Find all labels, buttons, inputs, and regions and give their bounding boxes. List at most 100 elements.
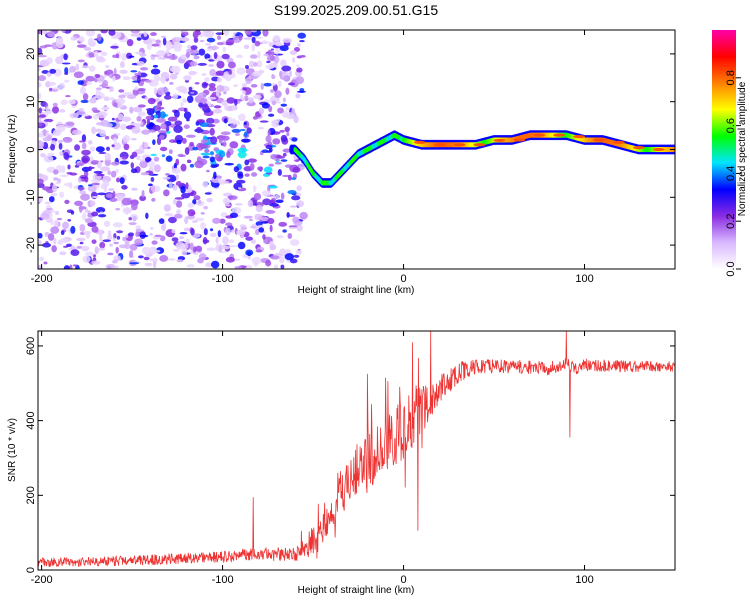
spectrogram-cell	[47, 233, 55, 241]
spectrogram-cell	[63, 182, 73, 187]
spectrogram-cell	[258, 107, 265, 115]
spectrogram-cell	[72, 129, 82, 135]
spectrogram-cell	[184, 147, 190, 155]
spectrogram-cell	[197, 92, 207, 99]
spectrogram-cell	[175, 200, 183, 208]
spectrogram-cell	[274, 90, 282, 98]
spectrogram-cell	[299, 211, 308, 220]
spectrogram-cell	[195, 121, 200, 126]
spectrogram-cell	[136, 75, 141, 84]
spectrogram-cell	[123, 208, 134, 212]
spectrogram-cell	[220, 131, 231, 136]
spectrogram-cell	[280, 103, 288, 107]
spectrogram-cell	[288, 82, 295, 86]
spectrogram-cell	[161, 154, 166, 158]
spectrogram-cell	[249, 54, 258, 59]
spectrogram-ridge-peak	[533, 133, 546, 137]
figure-title: S199.2025.209.00.51.G15	[274, 2, 438, 18]
spectrogram-cell	[206, 96, 217, 100]
spectrogram-cell	[38, 122, 43, 127]
colorbar-gradient	[712, 30, 736, 269]
spectrogram-cell	[141, 129, 151, 135]
snr-y-tick-label: 600	[25, 337, 37, 355]
spectrogram-cell	[250, 84, 258, 88]
spectrogram-cell	[202, 30, 211, 34]
spectrogram-cell	[192, 246, 197, 253]
spectrogram-cell	[274, 158, 280, 162]
spectrogram-cell	[285, 106, 290, 111]
spectrogram-cell	[233, 32, 237, 35]
spectrogram-cell	[38, 67, 41, 72]
spectrogram-cell	[86, 166, 95, 170]
spectrogram-cell	[52, 102, 58, 107]
spectrogram-cell	[193, 195, 201, 201]
spectrogram-cell	[50, 192, 58, 197]
spectrogram-cell	[218, 136, 223, 144]
spectrogram-cell	[160, 87, 169, 93]
spectrogram-cell	[224, 162, 234, 166]
spectrogram-cell	[209, 156, 215, 163]
spectrogram-cell	[228, 245, 238, 248]
spectrogram-cell	[190, 45, 198, 50]
spectrogram-cell	[181, 137, 187, 144]
spectrogram-cell	[245, 68, 255, 75]
spectrogram-cell	[260, 82, 264, 90]
spectrogram-cell	[189, 242, 194, 251]
spectrogram-cell	[286, 211, 290, 218]
spectrogram-cell	[238, 187, 242, 190]
spectrogram-cell	[163, 204, 171, 212]
spectrogram-ridge-peak	[592, 138, 605, 142]
snr-frame	[37, 330, 676, 571]
spectrogram-cell	[91, 182, 101, 186]
spectrogram-cell	[77, 187, 85, 191]
spectrogram-ridge-peak	[493, 138, 506, 143]
spectrogram-cell	[218, 179, 227, 185]
spectrogram-cell	[275, 199, 284, 203]
spectrogram-cell	[299, 54, 306, 58]
spectrogram-cell	[100, 30, 108, 34]
spectrogram-cell	[290, 177, 297, 181]
spectrogram-cell	[202, 239, 210, 244]
spectrogram-cell	[152, 64, 158, 68]
spectrogram-cell	[111, 144, 115, 148]
spectrogram-cell	[61, 62, 71, 65]
spectrogram-cell	[159, 146, 168, 152]
spectrogram-cell	[70, 225, 76, 234]
spectrogram-cell	[165, 155, 173, 162]
spectrogram-cell	[200, 152, 211, 156]
spectrogram-cell	[64, 95, 71, 98]
spectrogram-cell	[285, 72, 289, 75]
spectrogram-cell	[88, 140, 93, 145]
spectrogram-cell	[204, 192, 212, 195]
spectrogram-cell	[215, 32, 225, 35]
spectrogram-cell	[43, 155, 54, 163]
spectrogram-cell	[109, 197, 118, 202]
spectrogram-cell	[282, 38, 293, 43]
spectrogram-cell	[216, 35, 222, 41]
snr-y-tick-label: 200	[25, 486, 37, 504]
spectrogram-cell	[119, 123, 127, 131]
spectrogram-cell	[119, 177, 125, 185]
spectrogram-cell	[95, 113, 100, 117]
spectrogram-cell	[168, 139, 177, 143]
spectrogram-cell	[221, 245, 231, 250]
colorbar: 0.0 0.2 0.4 0.6 0.8 Normalized spectral ampl…	[712, 30, 748, 277]
spectrogram-cell	[48, 196, 55, 203]
spectrogram-cell	[188, 70, 197, 76]
spectrogram-cell	[235, 54, 244, 59]
spectrogram-y-tick-label: -20	[25, 237, 37, 253]
spectrogram-cell	[73, 36, 77, 41]
spectrogram-cell	[205, 42, 212, 46]
spectrogram-cell	[286, 132, 290, 137]
snr-x-tick-label: 0	[400, 574, 406, 586]
spectrogram-cell	[174, 45, 182, 52]
spectrogram-cell	[47, 31, 56, 38]
spectrogram-cell	[224, 74, 232, 82]
spectrogram-cell	[275, 48, 279, 55]
spectrogram-cell	[139, 234, 149, 238]
spectrogram-cell	[251, 43, 256, 52]
spectrogram-cell	[186, 44, 192, 49]
spectrogram-cell	[242, 37, 253, 40]
spectrogram-cell	[243, 215, 253, 219]
spectrogram-cell	[172, 37, 176, 44]
